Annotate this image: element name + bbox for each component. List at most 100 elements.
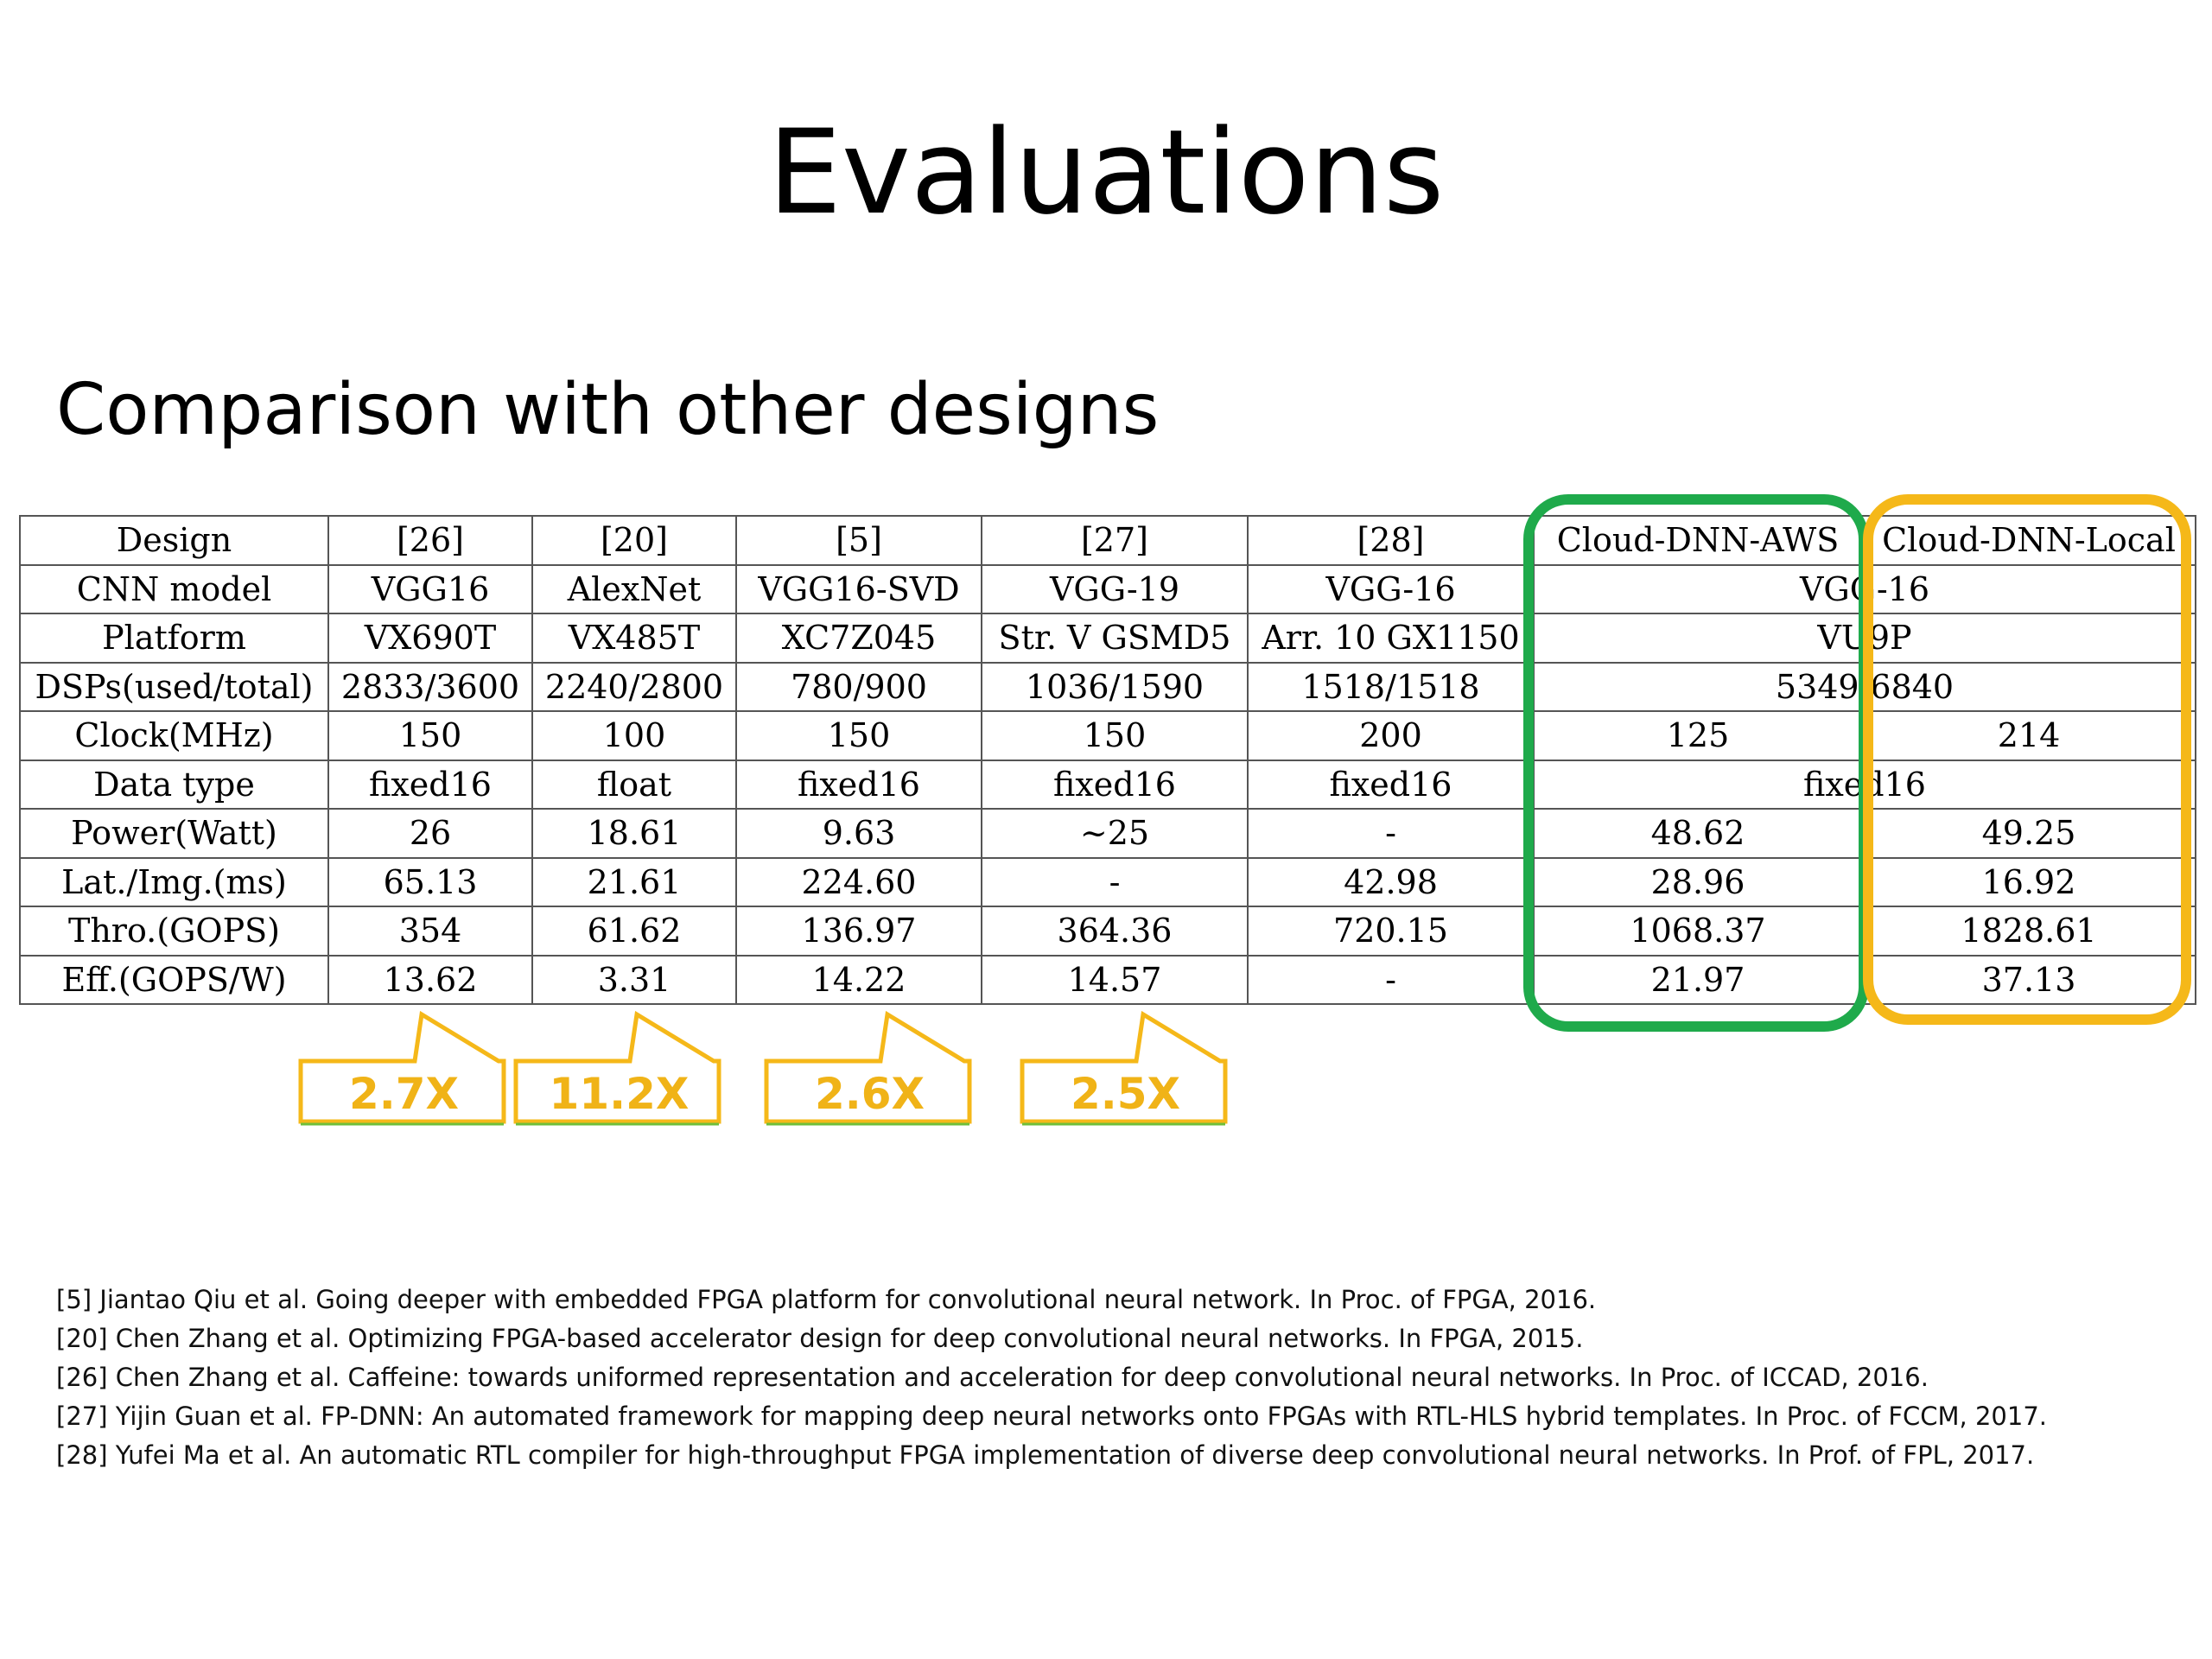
row-label: Data type bbox=[19, 759, 329, 810]
table-row: Eff.(GOPS/W) 13.62 3.31 14.22 14.57 - 21… bbox=[19, 954, 2196, 1005]
table-cell: 18.61 bbox=[531, 808, 737, 859]
row-label: Platform bbox=[19, 613, 329, 664]
table-row: DSPs(used/total) 2833/3600 2240/2800 780… bbox=[19, 661, 2196, 712]
table-cell: 125 bbox=[1533, 710, 1863, 761]
table-cell: VGG-16 bbox=[1247, 563, 1535, 614]
table-cell: 150 bbox=[327, 710, 533, 761]
table-cell: VX690T bbox=[327, 613, 533, 664]
reference-item: [26] Chen Zhang et al. Caffeine: towards… bbox=[56, 1363, 1929, 1392]
callout-shape bbox=[764, 1011, 972, 1124]
table-cell: Cloud-DNN-Local bbox=[1861, 515, 2196, 566]
speedup-callout: 2.6X bbox=[764, 1011, 976, 1128]
table-cell-merged: fixed16 bbox=[1533, 759, 2196, 810]
table-cell: 1068.37 bbox=[1533, 906, 1863, 957]
table-row: Platform VX690T VX485T XC7Z045 Str. V GS… bbox=[19, 613, 2196, 664]
table-cell: XC7Z045 bbox=[735, 613, 982, 664]
table-row: Data type fixed16 float fixed16 fixed16 … bbox=[19, 759, 2196, 810]
row-label: Lat./Img.(ms) bbox=[19, 856, 329, 907]
table-cell: - bbox=[981, 856, 1249, 907]
table-cell: 150 bbox=[981, 710, 1249, 761]
table-cell: AlexNet bbox=[531, 563, 737, 614]
table-cell: 224.60 bbox=[735, 856, 982, 907]
table-row: Thro.(GOPS) 354 61.62 136.97 364.36 720.… bbox=[19, 906, 2196, 957]
table-cell: VGG-19 bbox=[981, 563, 1249, 614]
table-cell: 14.57 bbox=[981, 954, 1249, 1005]
table-cell: 37.13 bbox=[1861, 954, 2196, 1005]
table-cell: 200 bbox=[1247, 710, 1535, 761]
table-cell: VGG16-SVD bbox=[735, 563, 982, 614]
table-cell: 2833/3600 bbox=[327, 661, 533, 712]
table-cell: 48.62 bbox=[1533, 808, 1863, 859]
table-cell: - bbox=[1247, 954, 1535, 1005]
slide-title: Evaluations bbox=[767, 105, 1445, 240]
table-cell: 136.97 bbox=[735, 906, 982, 957]
row-label: Thro.(GOPS) bbox=[19, 906, 329, 957]
callout-shape bbox=[1020, 1011, 1228, 1124]
table-cell: 1036/1590 bbox=[981, 661, 1249, 712]
table-cell-merged: VU9P bbox=[1533, 613, 2196, 664]
reference-item: [20] Chen Zhang et al. Optimizing FPGA-b… bbox=[56, 1324, 1584, 1353]
row-label: Eff.(GOPS/W) bbox=[19, 954, 329, 1005]
table-cell: Arr. 10 GX1150 bbox=[1247, 613, 1535, 664]
table-cell: fixed16 bbox=[735, 759, 982, 810]
row-label: Power(Watt) bbox=[19, 808, 329, 859]
table-cell: Str. V GSMD5 bbox=[981, 613, 1249, 664]
table-cell: 21.61 bbox=[531, 856, 737, 907]
table-cell: 61.62 bbox=[531, 906, 737, 957]
table-cell: 42.98 bbox=[1247, 856, 1535, 907]
table-cell: fixed16 bbox=[327, 759, 533, 810]
speedup-callout: 2.5X bbox=[1020, 1011, 1231, 1128]
speedup-label: 2.6X bbox=[814, 1069, 925, 1119]
table-cell: 3.31 bbox=[531, 954, 737, 1005]
table-cell: 65.13 bbox=[327, 856, 533, 907]
table-cell: float bbox=[531, 759, 737, 810]
comparison-table: Design [26] [20] [5] [27] [28] Cloud-DNN… bbox=[19, 515, 2196, 1005]
table-cell: 9.63 bbox=[735, 808, 982, 859]
reference-item: [28] Yufei Ma et al. An automatic RTL co… bbox=[56, 1440, 2035, 1470]
table-cell: Cloud-DNN-AWS bbox=[1533, 515, 1863, 566]
row-label: CNN model bbox=[19, 563, 329, 614]
table-cell: - bbox=[1247, 808, 1535, 859]
table-cell: 26 bbox=[327, 808, 533, 859]
reference-item: [5] Jiantao Qiu et al. Going deeper with… bbox=[56, 1285, 1597, 1314]
speedup-label: 11.2X bbox=[549, 1069, 690, 1119]
table-cell: 49.25 bbox=[1861, 808, 2196, 859]
table-cell: 28.96 bbox=[1533, 856, 1863, 907]
table-cell: 150 bbox=[735, 710, 982, 761]
table-cell: [20] bbox=[531, 515, 737, 566]
table-cell: 1518/1518 bbox=[1247, 661, 1535, 712]
table-cell: 14.22 bbox=[735, 954, 982, 1005]
table-cell: VX485T bbox=[531, 613, 737, 664]
slide-subtitle: Comparison with other designs bbox=[56, 369, 1160, 451]
speedup-callout: 11.2X bbox=[513, 1011, 725, 1128]
table-cell-merged: VGG-16 bbox=[1533, 563, 2196, 614]
table-cell-merged: 5349/6840 bbox=[1533, 661, 2196, 712]
table-cell: VGG16 bbox=[327, 563, 533, 614]
table-cell: fixed16 bbox=[1247, 759, 1535, 810]
table-cell: 13.62 bbox=[327, 954, 533, 1005]
row-label: Clock(MHz) bbox=[19, 710, 329, 761]
table-cell: 720.15 bbox=[1247, 906, 1535, 957]
table-cell: 1828.61 bbox=[1861, 906, 2196, 957]
table-cell: 2240/2800 bbox=[531, 661, 737, 712]
row-label: Design bbox=[19, 515, 329, 566]
table-cell: [27] bbox=[981, 515, 1249, 566]
row-label: DSPs(used/total) bbox=[19, 661, 329, 712]
table-cell: 354 bbox=[327, 906, 533, 957]
table-cell: [28] bbox=[1247, 515, 1535, 566]
table-cell: fixed16 bbox=[981, 759, 1249, 810]
references: [5] Jiantao Qiu et al. Going deeper with… bbox=[56, 1281, 2182, 1475]
callout-shape bbox=[298, 1011, 506, 1124]
table-cell: 780/900 bbox=[735, 661, 982, 712]
table-cell: 364.36 bbox=[981, 906, 1249, 957]
table-cell: [5] bbox=[735, 515, 982, 566]
table-row: Design [26] [20] [5] [27] [28] Cloud-DNN… bbox=[19, 515, 2196, 566]
table-row: CNN model VGG16 AlexNet VGG16-SVD VGG-19… bbox=[19, 563, 2196, 614]
table-cell: 100 bbox=[531, 710, 737, 761]
speedup-callout: 2.7X bbox=[298, 1011, 510, 1128]
table-cell: 16.92 bbox=[1861, 856, 2196, 907]
table-row: Power(Watt) 26 18.61 9.63 ~25 - 48.62 49… bbox=[19, 808, 2196, 859]
table-cell: ~25 bbox=[981, 808, 1249, 859]
table-cell: 214 bbox=[1861, 710, 2196, 761]
callout-shape bbox=[513, 1011, 721, 1124]
